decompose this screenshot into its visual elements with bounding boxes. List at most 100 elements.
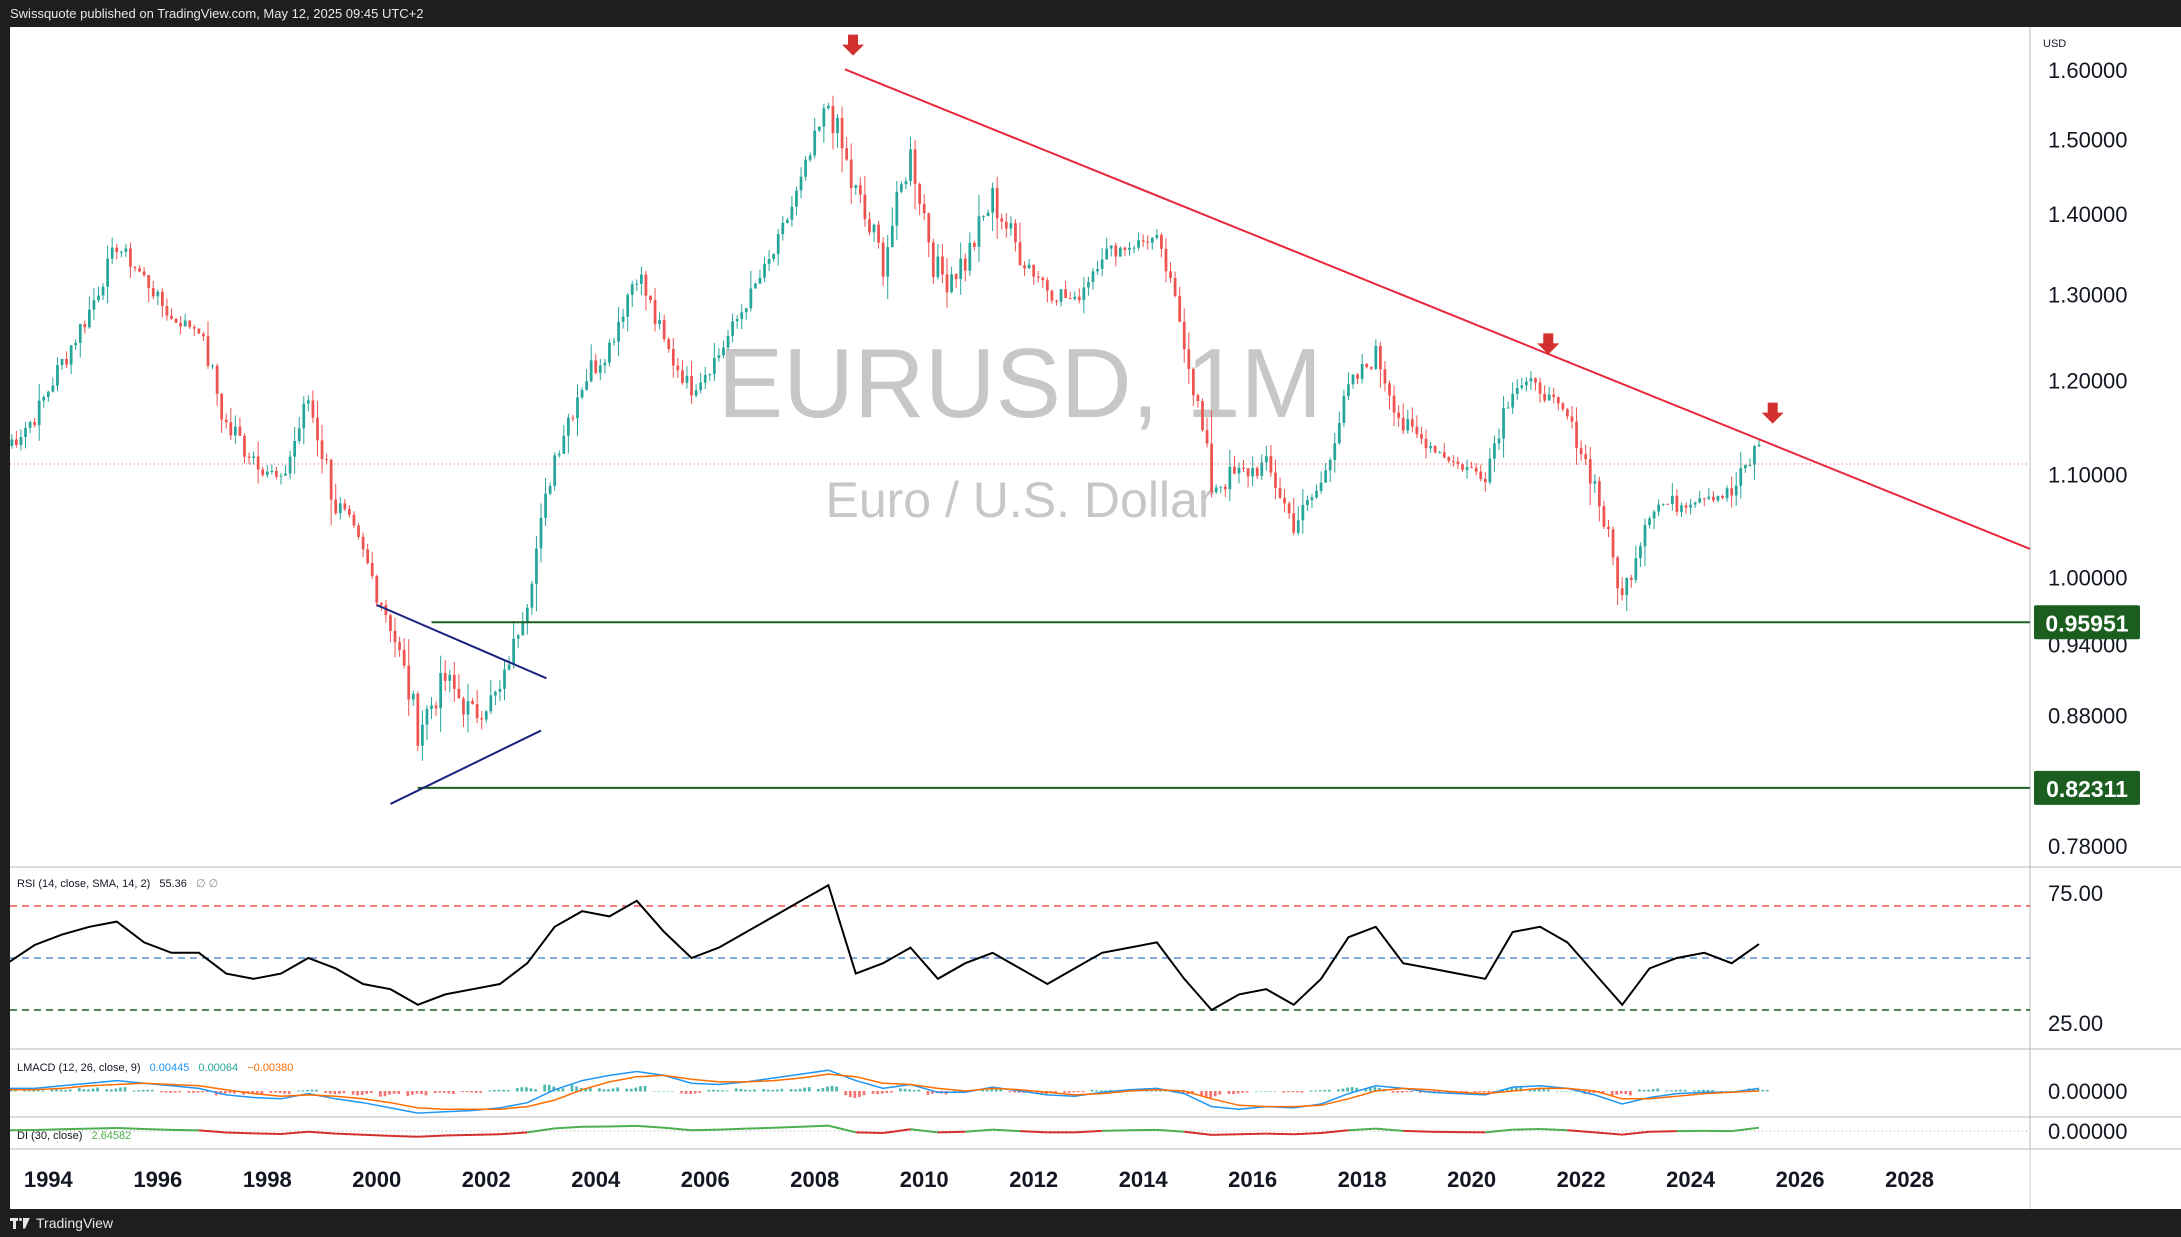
candle[interactable]: [1027, 258, 1031, 269]
candle[interactable]: [352, 511, 356, 528]
candle[interactable]: [712, 342, 716, 381]
candle[interactable]: [348, 505, 351, 518]
candle[interactable]: [1397, 405, 1401, 427]
candle[interactable]: [1173, 271, 1177, 298]
candle[interactable]: [1214, 484, 1218, 495]
candle[interactable]: [1087, 276, 1090, 296]
candle[interactable]: [1447, 456, 1451, 464]
candle[interactable]: [1406, 409, 1410, 434]
candle[interactable]: [448, 669, 452, 693]
candle[interactable]: [635, 279, 639, 291]
candle[interactable]: [297, 416, 301, 445]
candle[interactable]: [229, 407, 233, 441]
candle[interactable]: [443, 660, 447, 692]
candle[interactable]: [571, 414, 575, 422]
candle[interactable]: [1616, 555, 1619, 606]
candle[interactable]: [1032, 264, 1036, 285]
candle[interactable]: [261, 466, 265, 477]
candle[interactable]: [507, 656, 511, 671]
candle[interactable]: [1493, 435, 1496, 472]
candle[interactable]: [959, 242, 963, 295]
candle[interactable]: [717, 348, 721, 362]
candle[interactable]: [69, 344, 73, 374]
candle[interactable]: [877, 220, 880, 249]
candle[interactable]: [243, 433, 246, 464]
candle[interactable]: [78, 323, 82, 358]
candle[interactable]: [562, 425, 566, 454]
candle[interactable]: [886, 234, 890, 300]
candle[interactable]: [56, 357, 59, 392]
candle[interactable]: [1597, 476, 1601, 522]
candle[interactable]: [539, 503, 543, 563]
candle[interactable]: [174, 317, 178, 323]
candle[interactable]: [133, 266, 137, 272]
candle[interactable]: [238, 417, 242, 436]
candle[interactable]: [1155, 228, 1159, 240]
candle[interactable]: [28, 420, 32, 434]
candle[interactable]: [548, 482, 552, 496]
candle[interactable]: [1064, 281, 1067, 299]
candle[interactable]: [1324, 463, 1328, 483]
candle[interactable]: [1050, 289, 1054, 304]
candle[interactable]: [822, 103, 826, 143]
candle[interactable]: [1442, 442, 1446, 459]
price-label-box[interactable]: 0.95951: [2034, 605, 2140, 640]
candle[interactable]: [1100, 247, 1104, 277]
candle[interactable]: [1639, 542, 1642, 568]
candle[interactable]: [1137, 232, 1140, 251]
candle[interactable]: [735, 315, 739, 329]
candle[interactable]: [1657, 499, 1661, 517]
candle[interactable]: [288, 451, 292, 480]
candle[interactable]: [1251, 456, 1255, 487]
candle[interactable]: [612, 337, 616, 346]
candle[interactable]: [895, 180, 899, 241]
candle[interactable]: [530, 581, 534, 615]
candle[interactable]: [51, 377, 55, 393]
lmacd-signal-line[interactable]: [10, 1073, 1760, 1110]
candle[interactable]: [1351, 374, 1355, 389]
candle[interactable]: [649, 295, 652, 304]
candle[interactable]: [872, 223, 876, 242]
triangle-upper-line[interactable]: [376, 604, 547, 680]
candle[interactable]: [1392, 385, 1396, 427]
candle[interactable]: [247, 452, 251, 465]
candle[interactable]: [1255, 466, 1259, 479]
candle[interactable]: [699, 372, 703, 394]
candle[interactable]: [1556, 396, 1560, 411]
candle[interactable]: [754, 282, 757, 289]
candle[interactable]: [1205, 417, 1209, 448]
candle[interactable]: [795, 186, 798, 216]
candle[interactable]: [1141, 234, 1145, 248]
candle[interactable]: [398, 636, 401, 657]
candle[interactable]: [188, 320, 192, 330]
down-arrow-icon[interactable]: [1761, 402, 1784, 424]
candle[interactable]: [1379, 341, 1382, 388]
candle[interactable]: [270, 464, 274, 475]
candle[interactable]: [785, 217, 789, 224]
down-arrow-icon[interactable]: [1537, 333, 1560, 355]
candle[interactable]: [1210, 410, 1213, 498]
candle[interactable]: [1474, 462, 1478, 476]
candle[interactable]: [1055, 299, 1058, 306]
candle[interactable]: [457, 674, 461, 699]
candle[interactable]: [124, 243, 128, 257]
candle[interactable]: [1328, 457, 1332, 483]
candle[interactable]: [863, 175, 867, 227]
price-axis[interactable]: USD 1.60000 1.50000 1.40000 1.30000 1.20000 1…: [2034, 38, 2140, 1144]
candle[interactable]: [306, 395, 310, 412]
candle[interactable]: [88, 296, 91, 329]
candle[interactable]: [1018, 222, 1022, 266]
candle[interactable]: [1319, 471, 1323, 494]
candle[interactable]: [1274, 459, 1277, 500]
candle[interactable]: [215, 363, 219, 406]
candle[interactable]: [1096, 261, 1099, 275]
candle[interactable]: [694, 384, 698, 398]
candle[interactable]: [165, 298, 169, 321]
candle[interactable]: [503, 659, 506, 701]
candle[interactable]: [1046, 277, 1049, 303]
candle[interactable]: [922, 194, 926, 221]
candle[interactable]: [740, 304, 744, 330]
candle[interactable]: [1342, 389, 1346, 428]
candle[interactable]: [1438, 450, 1442, 454]
candle[interactable]: [1698, 490, 1702, 504]
